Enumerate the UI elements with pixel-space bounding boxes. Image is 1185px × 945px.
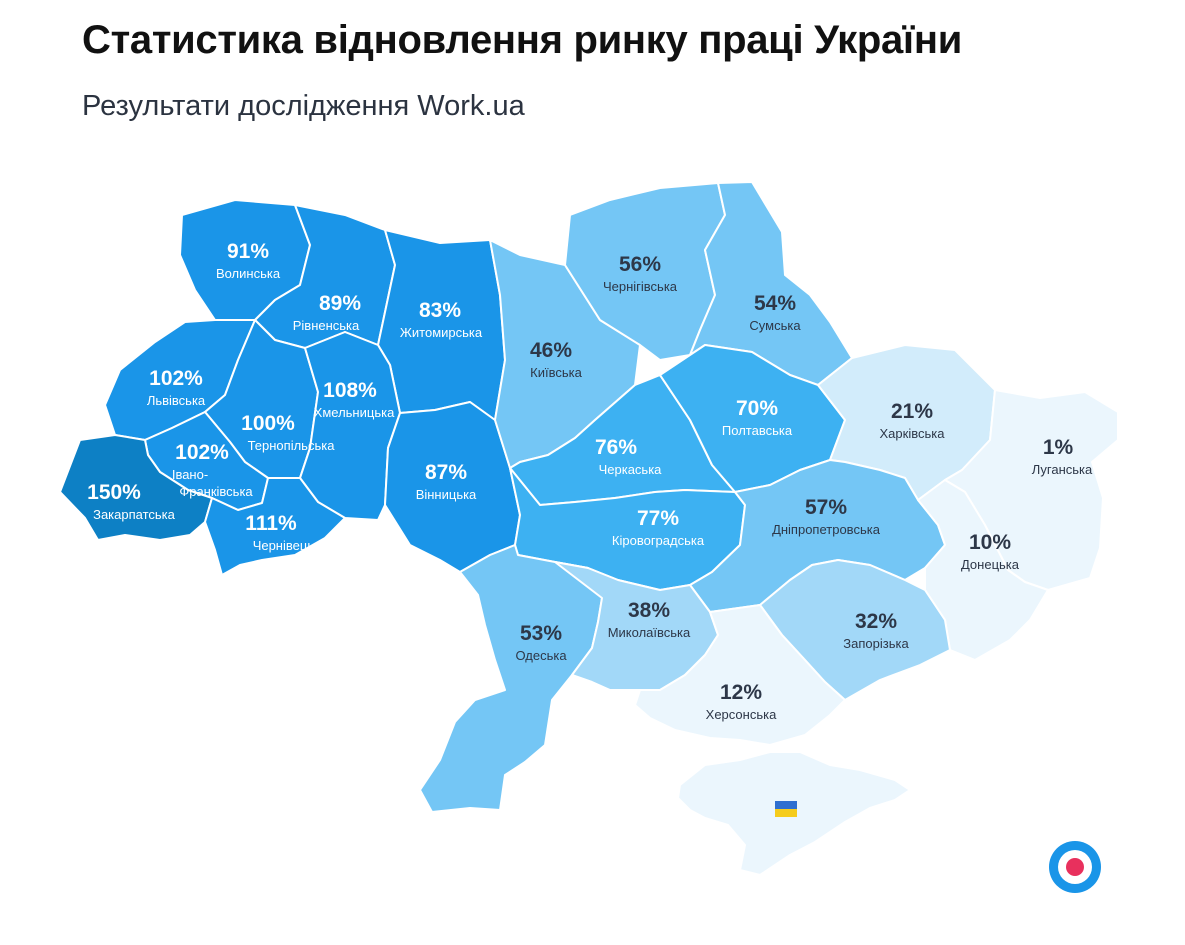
region-value: 1% [1043, 436, 1074, 459]
region-label: 46% Київська [530, 339, 583, 380]
region-name: Луганська [1032, 462, 1093, 477]
region-value: 54% [754, 292, 796, 315]
region-value: 38% [628, 599, 670, 622]
region-name: Івано- [172, 467, 208, 482]
region-shape-luhanska [944, 389, 1119, 591]
region-label: 102% Івано- Франківська [172, 441, 254, 499]
region-value: 87% [425, 461, 467, 484]
region-label: 91% Волинська [216, 240, 281, 281]
region-value: 32% [855, 610, 897, 633]
region-name-line2: Франківська [179, 484, 253, 499]
region-value: 76% [595, 436, 637, 459]
region-shape-khmelnytska [299, 331, 401, 521]
region-name: Полтавська [722, 423, 793, 438]
region-value: 89% [319, 292, 361, 315]
region-name: Донецька [961, 557, 1020, 572]
region-name: Вінницька [416, 487, 477, 502]
region-name: Харківська [880, 426, 946, 441]
region-label: 70% Полтавська [722, 397, 793, 438]
work-ua-logo-icon [1049, 841, 1101, 893]
region-label: 54% Сумська [749, 292, 801, 333]
region-value: 83% [419, 299, 461, 322]
region-value: 150% [87, 481, 141, 504]
region-label: 12% Херсонська [706, 681, 777, 722]
region-label: 38% Миколаївська [608, 599, 691, 640]
region-value: 108% [323, 379, 377, 402]
region-label: 83% Житомирська [400, 299, 483, 340]
region-value: 102% [149, 367, 203, 390]
region-name: Житомирська [400, 325, 483, 340]
region-shapes [59, 181, 1119, 876]
region-value: 56% [619, 253, 661, 276]
region-labels: 91% Волинська 89% Рівненська 83% Житомирськ… [87, 240, 1093, 722]
region-label: 56% Чернігівська [603, 253, 678, 294]
region-label: 108% Хмельницька [314, 379, 395, 420]
region-shape-chernivetska [204, 477, 346, 576]
region-value: 77% [637, 507, 679, 530]
region-value: 53% [520, 622, 562, 645]
region-label: 53% Одеська [515, 622, 567, 663]
page-title: Статистика відновлення ринку праці Украї… [82, 18, 963, 62]
region-label: 100% Тернопільська [241, 412, 335, 453]
region-label: 1% Луганська [1032, 436, 1093, 477]
region-shape-khersonska [634, 604, 846, 746]
region-value: 12% [720, 681, 762, 704]
region-shape-odeska [419, 544, 603, 813]
region-label: 21% Харківська [880, 400, 946, 441]
region-name: Київська [530, 365, 582, 380]
region-name: Львівська [147, 393, 206, 408]
region-value: 91% [227, 240, 269, 263]
region-name: Миколаївська [608, 625, 691, 640]
region-value: 100% [241, 412, 295, 435]
region-label: 77% Кіровоградська [612, 507, 705, 548]
ukraine-flag-icon [775, 801, 797, 817]
region-value: 111% [245, 512, 297, 535]
region-label: 89% Рівненська [293, 292, 362, 333]
region-name: Запорізька [843, 636, 909, 651]
region-name: Чернівецька [253, 538, 328, 553]
region-label: 10% Донецька [961, 531, 1020, 572]
region-name: Кіровоградська [612, 533, 705, 548]
region-name: Чернігівська [603, 279, 678, 294]
region-value: 57% [805, 496, 847, 519]
region-name: Черкаська [599, 462, 663, 477]
region-name: Сумська [749, 318, 801, 333]
region-name: Одеська [515, 648, 567, 663]
region-name: Тернопільська [248, 438, 336, 453]
region-name: Херсонська [706, 707, 777, 722]
page-subtitle: Результати дослідження Work.ua [82, 90, 525, 122]
region-label: 111% Чернівецька [245, 512, 328, 553]
region-value: 46% [530, 339, 572, 362]
region-label: 76% Черкаська [595, 436, 662, 477]
region-value: 21% [891, 400, 933, 423]
region-name: Хмельницька [314, 405, 395, 420]
region-value: 102% [175, 441, 229, 464]
region-shape-donetska [917, 479, 1049, 661]
region-label: 57% Дніпропетровська [772, 496, 881, 537]
region-value: 70% [736, 397, 778, 420]
region-label: 150% Закарпатська [87, 481, 176, 522]
region-name: Дніпропетровська [772, 522, 881, 537]
region-label: 102% Львівська [147, 367, 206, 408]
region-label: 32% Запорізька [843, 610, 909, 651]
region-name: Волинська [216, 266, 281, 281]
region-label: 87% Вінницька [416, 461, 477, 502]
region-name: Закарпатська [93, 507, 176, 522]
region-value: 10% [969, 531, 1011, 554]
region-name: Рівненська [293, 318, 360, 333]
